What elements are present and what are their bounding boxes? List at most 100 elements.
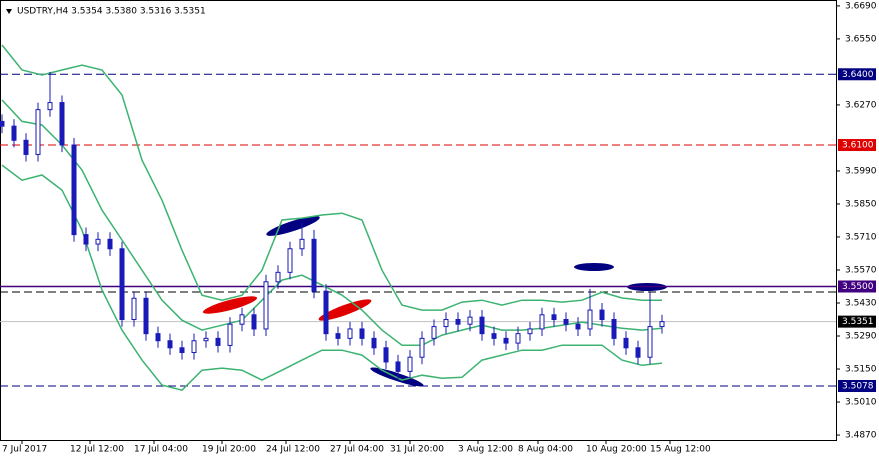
x-tick-label: 7 Jul 2017 [2,445,47,455]
level-label-box [838,139,876,152]
band-line [1,99,663,346]
plot-frame [0,0,837,441]
x-tick-label: 24 Jul 12:00 [266,445,320,455]
candle-body [623,337,629,349]
candle-body [323,290,329,335]
candle-body [143,297,149,335]
candle-body [443,319,449,328]
level-label: 3.5500 [842,282,874,292]
y-tick-label: 3.5710 [845,232,877,242]
candle-body [659,321,665,328]
x-tick-label: 10 Aug 20:00 [586,445,647,455]
candle-body [431,326,437,339]
candle-body [599,309,605,321]
y-tick-label: 3.6550 [845,34,877,44]
menu-icon [6,9,12,14]
candle-body [611,319,617,339]
candle-body [155,333,161,342]
y-tick-label: 3.5850 [845,199,877,209]
candle-body [167,340,173,349]
drawn-ellipse [266,216,320,236]
candle-body [335,333,341,339]
x-tick-label: 8 Aug 04:00 [518,445,573,455]
level-label: 3.5078 [842,382,874,392]
price-label-box [838,315,876,328]
candle-body [311,238,317,292]
candle-body [563,319,569,325]
candle-body [203,337,209,342]
candle-body [179,347,185,354]
x-tick-label: 12 Jul 12:00 [70,445,124,455]
drawn-ellipse [318,299,372,321]
y-tick-label: 3.5010 [845,398,877,408]
candle-body [515,333,521,344]
level-label-box [838,68,876,81]
y-tick-label: 3.6270 [845,100,877,110]
candle-body [407,356,413,372]
candle-body [251,314,257,330]
candle-body [551,314,557,321]
candle-body [395,361,401,372]
y-tick-label: 3.4870 [845,431,877,441]
chart-title: USDTRY,H4 3.5354 3.5380 3.5316 3.5351 [17,7,206,17]
y-tick-label: 3.5150 [845,365,877,375]
x-tick-label: 15 Aug 12:00 [650,445,711,455]
x-tick-label: 27 Jul 04:00 [330,445,384,455]
candle-body [215,337,221,346]
candle-body [635,347,641,358]
candle-body [287,248,293,273]
candle-body [299,238,305,250]
candle-body [47,102,53,111]
y-tick-label: 3.5570 [845,265,877,275]
candle-body [227,323,233,346]
candle-body [359,328,365,339]
candle-body [131,297,137,321]
candle-body [347,328,353,339]
candle-body [383,347,389,363]
x-tick-label: 31 Jul 20:00 [390,445,444,455]
candle-body [455,319,461,325]
band-line [1,164,663,392]
band-line [1,44,662,311]
candle-body [647,326,653,358]
drawn-ellipse [202,296,258,314]
y-tick-label: 3.6690 [845,1,877,11]
candle-body [83,234,89,245]
candle-body [587,309,593,330]
candle-body [107,238,113,250]
candle-body [467,316,473,325]
candle-body [419,337,425,358]
candle-body [119,248,125,321]
candle-body [491,333,497,339]
price-label: 3.5351 [842,317,874,327]
candle-body [371,337,377,349]
y-tick-label: 3.5430 [845,299,877,309]
y-tick-label: 3.5290 [845,332,877,342]
candle-body [71,144,77,236]
candle-body [575,323,581,330]
candle-body [35,109,41,155]
candle-body [95,238,101,245]
x-tick-label: 17 Jul 04:00 [134,445,188,455]
candle-body [59,102,65,146]
drawn-ellipse [574,263,614,271]
level-label-box [838,380,876,393]
level-label: 3.6100 [842,141,874,151]
x-tick-label: 19 Jul 20:00 [202,445,256,455]
candle-body [479,316,485,335]
candle-body [527,328,533,335]
level-label-box [838,280,876,293]
candle-body [239,314,245,325]
candle-body [191,340,197,354]
candle-body [0,120,5,127]
candle-body [539,314,545,330]
candle-body [503,337,509,344]
candle-body [263,281,269,330]
candle-body [11,125,17,141]
y-tick-label: 3.5990 [845,166,877,176]
candle-body [275,271,281,283]
x-tick-label: 3 Aug 12:00 [458,445,513,455]
level-label: 3.6400 [842,70,874,80]
candle-body [23,139,29,155]
